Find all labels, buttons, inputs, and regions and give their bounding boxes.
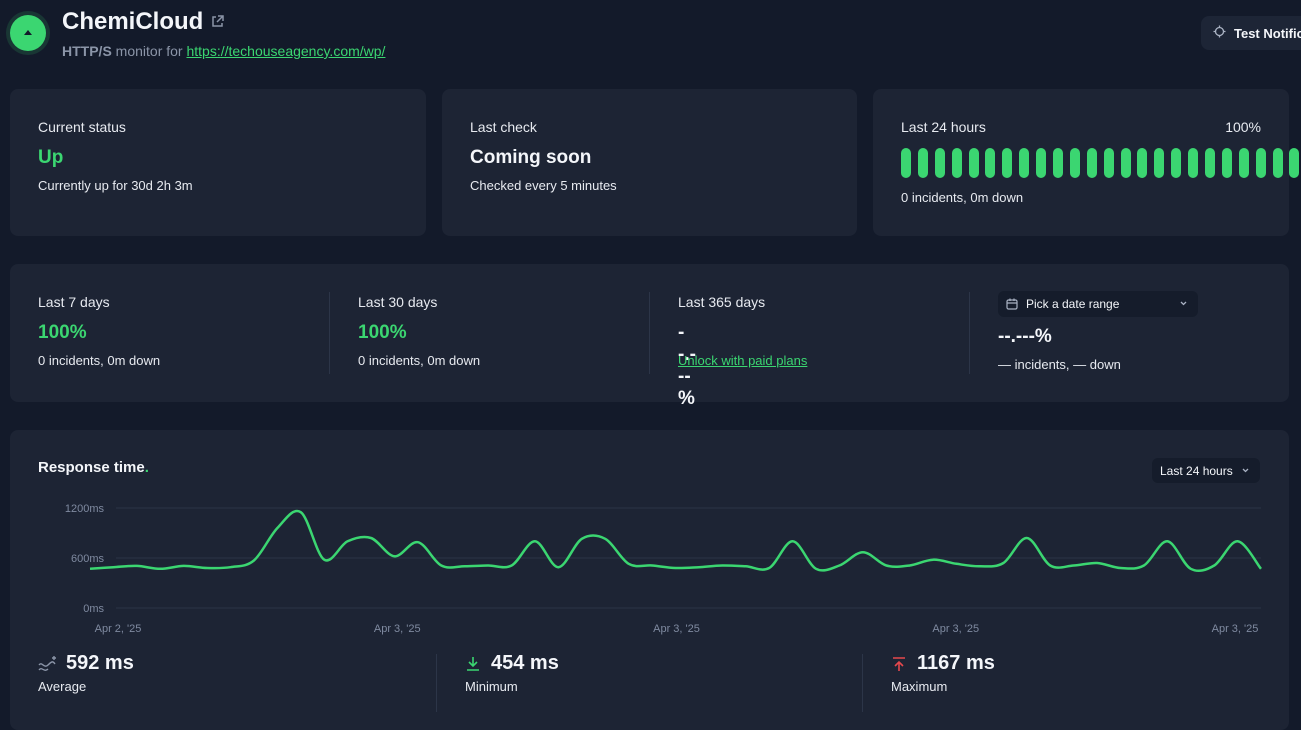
custom-range-value: --.---% xyxy=(998,326,1052,347)
last-24h-percent: 100% xyxy=(1225,119,1261,135)
maximum-stat: 1167 ms Maximum xyxy=(891,652,995,694)
custom-range: Pick a date range --.---% — incidents, —… xyxy=(970,264,1270,402)
last-check-value: Coming soon xyxy=(470,147,592,168)
external-link-icon[interactable] xyxy=(210,14,225,34)
last-24h-label: Last 24 hours xyxy=(901,119,986,135)
minimum-label: Minimum xyxy=(465,679,518,694)
uptime-summary-card: Last 7 days 100% 0 incidents, 0m down La… xyxy=(10,264,1289,409)
current-status-value: Up xyxy=(38,147,64,168)
uptime-bar[interactable] xyxy=(985,148,996,178)
bell-icon xyxy=(1213,25,1234,41)
current-status-card: Current status Up Currently up for 30d 2… xyxy=(10,89,426,236)
uptime-bar[interactable] xyxy=(1171,148,1182,178)
uptime-30d-value: 100% xyxy=(358,322,407,343)
maximum-label: Maximum xyxy=(891,679,948,694)
uptime-bars xyxy=(901,148,1300,178)
chevron-down-icon xyxy=(1179,299,1188,308)
uptime-7d-label: Last 7 days xyxy=(38,294,110,310)
unlock-paid-plans-link[interactable]: Unlock with paid plans xyxy=(678,353,808,368)
uptime-365d-label: Last 365 days xyxy=(678,294,766,310)
uptime-bar[interactable] xyxy=(1221,148,1232,178)
divider xyxy=(329,292,330,374)
status-up-indicator xyxy=(10,15,46,51)
calendar-icon xyxy=(1006,298,1018,310)
uptime-30d-detail: 0 incidents, 0m down xyxy=(358,353,481,368)
uptime-bar[interactable] xyxy=(1036,148,1047,178)
date-range-label: Pick a date range xyxy=(1026,297,1120,311)
average-label: Average xyxy=(38,679,87,694)
uptime-bar[interactable] xyxy=(1002,148,1013,178)
uptime-30d-label: Last 30 days xyxy=(358,294,438,310)
monitor-header: ChemiCloud HTTP/S monitor for https://te… xyxy=(0,0,1301,80)
response-time-card: Response time. Last 24 hours 1200ms 600ms… xyxy=(10,430,1289,730)
monitor-subtitle: HTTP/S monitor for https://techouseagenc… xyxy=(62,43,385,59)
uptime-bar[interactable] xyxy=(1103,148,1114,178)
arrow-up-icon xyxy=(891,656,907,672)
protocol-label: HTTP/S xyxy=(62,43,112,59)
chevron-down-icon xyxy=(1241,466,1250,475)
response-time-chart: 1200ms 600ms 0ms Apr 2, '25 Apr 3, '25 Apr 3,… xyxy=(65,503,1262,635)
test-notifications-label: Test Notifications xyxy=(1234,25,1301,41)
uptime-bar[interactable] xyxy=(1289,148,1300,178)
trend-icon xyxy=(38,655,58,672)
response-range-label: Last 24 hours xyxy=(1160,463,1233,478)
last-24h-detail: 0 incidents, 0m down xyxy=(901,190,1024,205)
current-status-label: Current status xyxy=(38,119,126,135)
uptime-bar[interactable] xyxy=(934,148,945,178)
date-range-picker[interactable]: Pick a date range xyxy=(998,291,1198,317)
title-dot: . xyxy=(144,459,149,476)
y-tick-label: 0ms xyxy=(83,603,104,615)
response-time-title: Response time. xyxy=(38,459,149,476)
x-tick-label: Apr 3, '25 xyxy=(374,623,421,635)
uptime-bar[interactable] xyxy=(1069,148,1080,178)
uptime-bar[interactable] xyxy=(1188,148,1199,178)
average-value: 592 ms xyxy=(66,652,134,674)
y-tick-label: 1200ms xyxy=(65,503,105,515)
uptime-bar[interactable] xyxy=(1137,148,1148,178)
response-time-line[interactable] xyxy=(89,509,1262,573)
uptime-bar[interactable] xyxy=(901,148,911,178)
response-time-title-text: Response time xyxy=(38,459,145,476)
x-tick-label: Apr 3, '25 xyxy=(1212,623,1259,635)
average-stat: 592 ms Average xyxy=(38,652,134,694)
x-tick-label: Apr 3, '25 xyxy=(932,623,979,635)
uptime-bar[interactable] xyxy=(1053,148,1064,178)
last-check-card: Last check Coming soon Checked every 5 m… xyxy=(442,89,857,236)
uptime-bar[interactable] xyxy=(1086,148,1097,178)
arrow-down-icon xyxy=(465,656,481,672)
x-tick-label: Apr 2, '25 xyxy=(95,623,142,635)
test-notifications-button[interactable]: Test Notifications xyxy=(1201,16,1301,50)
last-24h-card: Last 24 hours 100% 0 incidents, 0m down xyxy=(873,89,1300,236)
uptime-bar[interactable] xyxy=(951,148,962,178)
uptime-7d-value: 100% xyxy=(38,322,87,343)
uptime-bar[interactable] xyxy=(1205,148,1216,178)
uptime-7d-detail: 0 incidents, 0m down xyxy=(38,353,161,368)
uptime-bar[interactable] xyxy=(1120,148,1131,178)
monitor-for-text: monitor for xyxy=(111,43,187,59)
last-check-detail: Checked every 5 minutes xyxy=(470,178,617,193)
uptime-bar[interactable] xyxy=(1272,148,1283,178)
maximum-value: 1167 ms xyxy=(917,652,995,674)
uptime-bar[interactable] xyxy=(1238,148,1249,178)
monitor-url-link[interactable]: https://techouseagency.com/wp/ xyxy=(186,43,386,59)
custom-range-detail: — incidents, — down xyxy=(998,357,1121,372)
current-status-detail: Currently up for 30d 2h 3m xyxy=(38,178,193,193)
uptime-bar[interactable] xyxy=(1154,148,1165,178)
x-tick-label: Apr 3, '25 xyxy=(653,623,700,635)
uptime-bar[interactable] xyxy=(968,148,979,178)
divider xyxy=(862,654,863,712)
minimum-value: 454 ms xyxy=(491,652,559,674)
divider xyxy=(649,292,650,374)
last-check-label: Last check xyxy=(470,119,537,135)
uptime-bar[interactable] xyxy=(1255,148,1266,178)
divider xyxy=(436,654,437,712)
response-range-select[interactable]: Last 24 hours xyxy=(1152,458,1260,483)
y-tick-label: 600ms xyxy=(71,553,105,565)
uptime-bar[interactable] xyxy=(1019,148,1030,178)
minimum-stat: 454 ms Minimum xyxy=(465,652,559,694)
uptime-365d-value: --.---% xyxy=(678,322,696,409)
divider xyxy=(969,292,970,374)
uptime-bar[interactable] xyxy=(917,148,928,178)
monitor-title: ChemiCloud xyxy=(62,8,204,35)
